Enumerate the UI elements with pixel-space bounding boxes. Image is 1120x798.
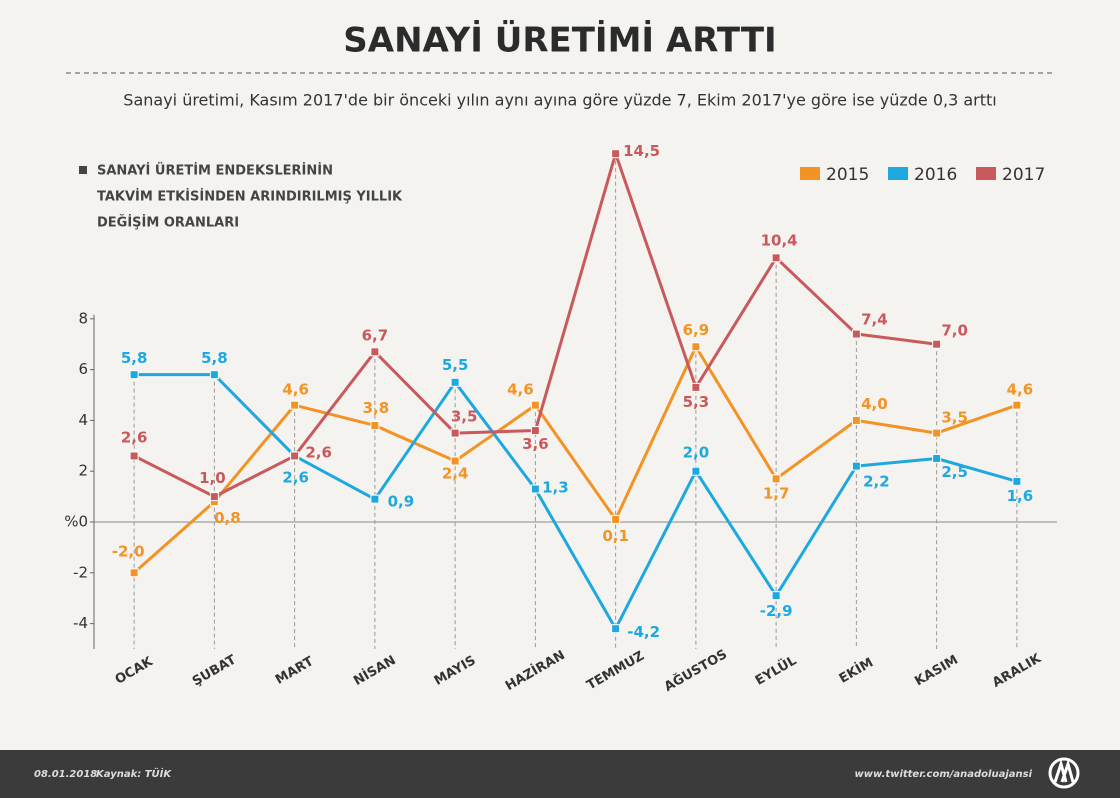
- note: DEĞİŞİM ORANLARI: [97, 215, 239, 231]
- value-label: 0,8: [214, 509, 241, 527]
- legend-label: 2016: [914, 165, 957, 185]
- value-label: 5,8: [201, 349, 228, 367]
- logo-mark: [1053, 758, 1075, 783]
- y-tick-label: -4: [73, 614, 88, 632]
- value-label: 2,4: [442, 465, 469, 483]
- marker: [771, 591, 781, 601]
- value-label: 5,8: [121, 349, 148, 367]
- marker: [851, 329, 861, 339]
- chart-subtitle: Sanayi üretimi, Kasım 2017'de bir önceki…: [123, 91, 996, 110]
- value-label: 4,6: [282, 381, 309, 399]
- value-label: 6,9: [683, 321, 710, 339]
- y-tick-label: -2: [73, 563, 88, 581]
- marker: [129, 568, 139, 578]
- logo-ring: [1048, 757, 1080, 789]
- value-label: 4,0: [861, 395, 888, 413]
- y-tick-label: 8: [78, 309, 88, 327]
- marker: [611, 149, 621, 159]
- value-label: 2,6: [305, 443, 332, 461]
- marker: [691, 342, 701, 352]
- marker: [932, 428, 942, 438]
- value-label: 2,5: [941, 463, 968, 481]
- y-tick-label: 2: [78, 462, 88, 480]
- marker: [530, 400, 540, 410]
- value-label: 3,5: [941, 409, 968, 427]
- value-label: 4,6: [507, 381, 534, 399]
- value-label: 3,5: [451, 408, 478, 426]
- marker: [691, 382, 701, 392]
- series-line: [134, 373, 1018, 631]
- marker: [771, 253, 781, 263]
- marker: [129, 451, 139, 461]
- marker: [370, 420, 380, 430]
- marker: [450, 377, 460, 387]
- marker: [851, 461, 861, 471]
- value-label: 4,6: [1007, 381, 1034, 399]
- marker: [932, 454, 942, 463]
- marker: [370, 494, 380, 504]
- y-tick-label: 6: [78, 360, 88, 378]
- note-bullet: [79, 166, 87, 174]
- legend-label: 2017: [1002, 165, 1045, 185]
- marker: [530, 426, 540, 436]
- footer-bar: [0, 750, 1120, 798]
- value-label: 10,4: [761, 231, 798, 249]
- logo: [1048, 757, 1080, 789]
- marker: [290, 451, 300, 461]
- value-label: 2,6: [282, 468, 309, 486]
- marker: [1012, 476, 1022, 486]
- marker: [932, 339, 942, 349]
- chart-title: SANAYİ ÜRETİMİ ARTTI: [343, 20, 776, 61]
- marker: [129, 370, 139, 380]
- value-label: 2,0: [683, 444, 710, 462]
- footer-date: 08.01.2018: [34, 769, 97, 780]
- legend-swatch: [976, 167, 996, 180]
- marker: [209, 492, 219, 502]
- marker: [290, 400, 300, 410]
- legend-swatch: [800, 167, 820, 180]
- marker: [611, 514, 621, 524]
- value-label: -4,2: [627, 623, 660, 641]
- value-label: 3,6: [522, 435, 549, 453]
- value-label: 14,5: [623, 142, 660, 160]
- value-label: 5,5: [442, 356, 469, 374]
- marker: [611, 624, 621, 634]
- value-label: 3,8: [363, 399, 390, 417]
- marker: [209, 370, 219, 380]
- value-label: -2,9: [760, 602, 793, 620]
- value-label: 2,2: [863, 473, 890, 491]
- footer-url: www.twitter.com/anadoluajansi: [855, 769, 1033, 780]
- legend-label: 2015: [826, 165, 869, 185]
- value-label: 0,1: [602, 527, 629, 545]
- value-label: 0,9: [388, 493, 415, 511]
- value-label: 1,7: [763, 484, 790, 502]
- value-label: 5,3: [683, 393, 710, 411]
- value-label: 1,0: [199, 469, 226, 487]
- y-tick-label: %0: [64, 513, 88, 531]
- marker: [530, 484, 540, 494]
- marker: [691, 466, 701, 476]
- value-label: 1,6: [1007, 487, 1034, 505]
- value-label: 6,7: [362, 326, 389, 344]
- marker: [1012, 400, 1022, 410]
- marker: [370, 347, 380, 357]
- y-tick-label: 4: [78, 411, 88, 429]
- value-label: 1,3: [542, 478, 569, 496]
- footer-source: Kaynak: TÜİK: [96, 766, 172, 780]
- legend-swatch: [888, 167, 908, 180]
- value-label: 7,0: [941, 322, 968, 340]
- marker: [450, 456, 460, 466]
- marker: [771, 474, 781, 484]
- value-label: 2,6: [121, 428, 148, 446]
- note: TAKVİM ETKİSİNDEN ARINDIRILMIŞ YILLIK: [97, 189, 403, 205]
- note: SANAYİ ÜRETİM ENDEKSLERİNİN: [97, 163, 333, 179]
- series-line: [133, 345, 1018, 574]
- value-label: -2,0: [112, 542, 145, 560]
- marker: [851, 415, 861, 425]
- marker: [450, 428, 460, 438]
- value-label: 7,4: [861, 311, 888, 329]
